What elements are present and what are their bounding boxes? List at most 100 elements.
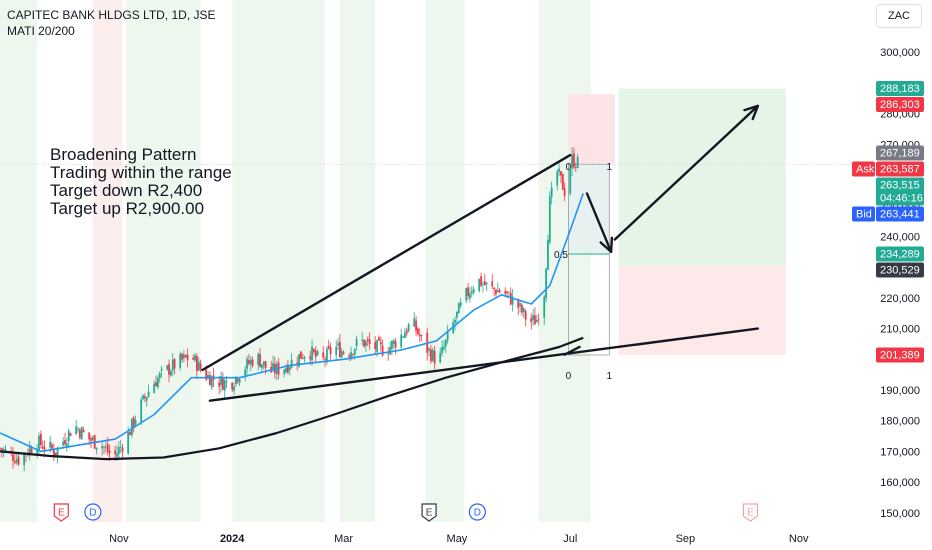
candle-body	[218, 382, 221, 387]
candle-body	[103, 446, 105, 448]
price-tag-value: 234,289	[880, 248, 920, 260]
quote-side-tag	[852, 206, 875, 222]
price-tag-value: 263,441	[880, 208, 920, 220]
candle-body	[433, 351, 436, 364]
candle-body	[543, 296, 546, 318]
candle-body	[379, 341, 382, 345]
currency-button[interactable]: ZAC	[876, 4, 922, 28]
candle-body	[244, 369, 247, 378]
price-tag-value: 230,529	[880, 264, 920, 276]
x-tick-label: Sep	[676, 533, 696, 545]
risk-zone	[568, 94, 615, 165]
ma200-line	[0, 336, 584, 461]
x-tick-label: May	[447, 533, 468, 545]
price-tag-countdown: 04:46:16	[880, 192, 923, 204]
fib-level-label: 0	[566, 371, 572, 382]
candle-body	[376, 340, 378, 352]
candle-body	[51, 444, 53, 449]
indicator-label[interactable]: MATI 20/200	[7, 24, 75, 38]
candle-body	[550, 187, 553, 198]
candle-body	[563, 188, 566, 196]
candle-body	[88, 432, 91, 440]
candle-body	[288, 367, 291, 370]
price-tag	[876, 80, 924, 96]
candle-body	[39, 433, 42, 445]
candle-body	[339, 341, 341, 357]
session-band	[232, 0, 326, 522]
candle-body	[493, 287, 495, 290]
candle-body	[158, 373, 161, 379]
candle-body	[561, 174, 564, 190]
candle-body	[381, 345, 384, 356]
candle-body	[298, 354, 300, 367]
candle-body	[199, 363, 202, 370]
trendline-upper	[201, 153, 572, 372]
candle-body	[195, 356, 198, 372]
price-tag	[876, 246, 924, 262]
candle-body	[54, 452, 57, 456]
session-band	[425, 0, 465, 522]
moving-averages	[0, 193, 584, 461]
candle-body	[576, 156, 579, 168]
candle-body	[106, 444, 109, 453]
candle-body	[324, 358, 326, 360]
candle-body	[574, 166, 577, 168]
candle-body	[221, 377, 224, 390]
candle-body	[132, 417, 135, 427]
candle-body	[127, 432, 130, 454]
candle-body	[309, 356, 312, 360]
y-tick-label: 160,000	[880, 477, 920, 489]
candle-body	[223, 380, 226, 391]
x-axis[interactable]: Nov 2024 Mar May Jul Sep Nov	[109, 533, 809, 545]
trendline-support-stub	[563, 345, 581, 356]
candle-body	[498, 289, 501, 293]
price-tag	[876, 161, 924, 177]
candle-body	[508, 291, 510, 293]
candle-body	[30, 448, 33, 454]
candle-body	[313, 349, 315, 353]
candle-body	[194, 355, 196, 361]
candle-body	[378, 337, 380, 341]
candle-body	[532, 315, 534, 320]
candle-body	[171, 359, 174, 371]
candle-body	[569, 169, 572, 194]
earnings-marker	[53, 503, 69, 522]
price-tag-value: 286,303	[880, 99, 920, 111]
candle-body	[173, 359, 176, 369]
candle-body	[316, 351, 319, 355]
candle-body	[168, 364, 170, 375]
candle-body	[249, 359, 252, 365]
candle-body	[352, 354, 354, 355]
candle-body	[220, 376, 222, 386]
candle-body	[389, 346, 391, 355]
session-band	[339, 0, 376, 522]
candle-body	[387, 353, 390, 355]
trend-lines[interactable]	[201, 104, 760, 402]
candle-body	[485, 282, 488, 285]
candle-body	[472, 288, 475, 293]
price-tag-value: 288,183	[880, 83, 920, 95]
dividend-marker	[468, 503, 486, 521]
price-tag-value: 263,515	[880, 179, 920, 191]
candle-body	[0, 447, 1, 449]
candle-body	[374, 341, 377, 350]
candle-body	[337, 343, 339, 346]
quote-side-label: Ask	[856, 163, 875, 175]
candle-body	[283, 369, 286, 374]
candle-body	[129, 432, 131, 436]
candle-body	[166, 365, 169, 370]
x-tick-label: Jul	[563, 533, 577, 545]
earnings-marker	[421, 503, 437, 522]
candle-body	[573, 153, 575, 168]
candle-body	[326, 348, 328, 363]
candle-body	[251, 359, 254, 366]
candle-body	[491, 281, 494, 287]
trendline-lower	[208, 327, 760, 402]
candle-body	[69, 433, 72, 436]
candle-body	[28, 447, 31, 456]
candle-body	[517, 299, 520, 308]
price-tag	[876, 177, 924, 206]
target-zone	[618, 88, 786, 266]
